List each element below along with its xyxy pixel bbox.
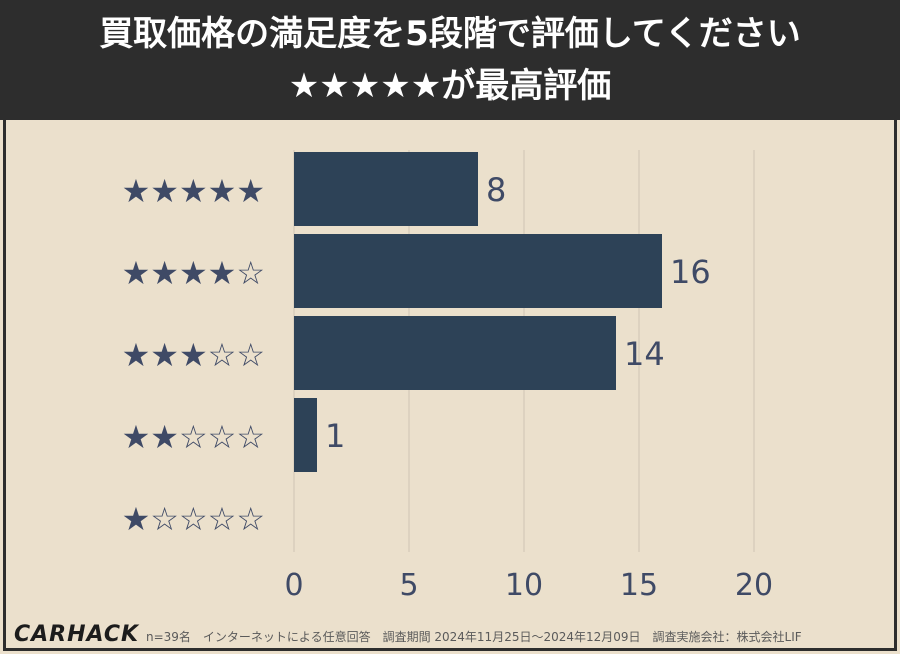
x-tick-label: 0 (284, 568, 303, 603)
category-label: ★☆☆☆☆ (122, 500, 265, 538)
x-tick-label: 10 (505, 568, 543, 603)
carhack-logo: CARHACK (14, 622, 140, 647)
category-label: ★★☆☆☆ (122, 418, 265, 456)
category-label: ★★★☆☆ (122, 336, 265, 374)
bar (294, 152, 478, 226)
category-label: ★★★★★ (122, 172, 265, 210)
bar (294, 234, 662, 308)
chart-subtitle: ★★★★★が最高評価 (288, 66, 612, 106)
chart-header: 買取価格の満足度を5段階で評価してください ★★★★★が最高評価 (0, 0, 900, 120)
chart-frame (3, 120, 897, 651)
bar (294, 398, 317, 472)
data-label: 1 (325, 417, 345, 455)
x-tick-label: 20 (735, 568, 773, 603)
data-label: 8 (486, 171, 506, 209)
x-tick-label: 5 (399, 568, 418, 603)
footer: CARHACK n=39名 インターネットによる任意回答 調査期間 2024年1… (0, 622, 900, 650)
survey-note: n=39名 インターネットによる任意回答 調査期間 2024年11月25日〜20… (146, 630, 802, 644)
x-tick-label: 15 (620, 568, 658, 603)
data-label: 14 (624, 335, 665, 373)
data-label: 16 (670, 253, 711, 291)
bar (294, 316, 616, 390)
category-label: ★★★★☆ (122, 254, 265, 292)
chart-title: 買取価格の満足度を5段階で評価してください (99, 14, 801, 54)
